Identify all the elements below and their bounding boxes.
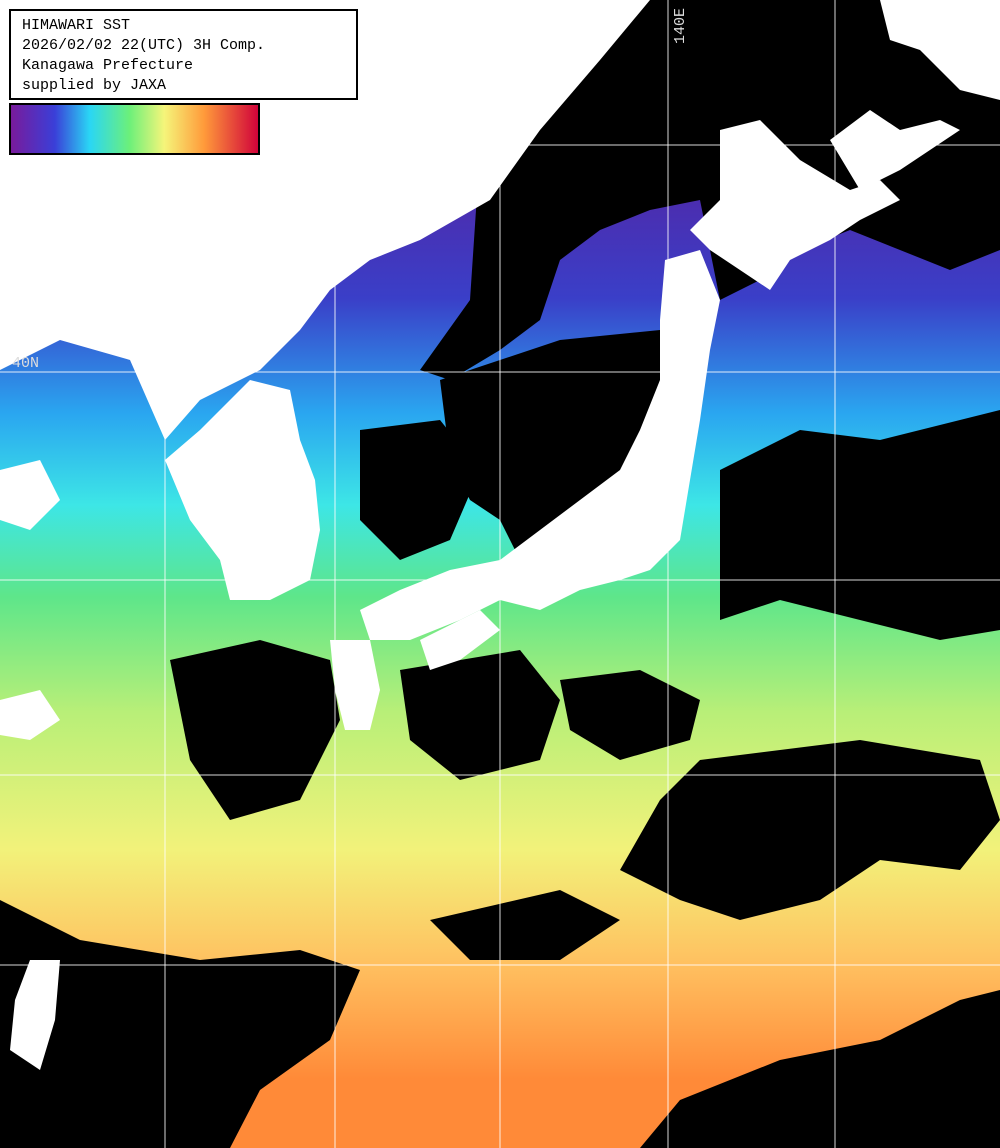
china-coast (0, 690, 60, 740)
kyushu (330, 640, 380, 730)
info-line: Kanagawa Prefecture (22, 57, 193, 74)
shandong (0, 460, 60, 530)
latitude-label: 40N (12, 355, 39, 372)
cloud (0, 900, 360, 1148)
cloud (720, 410, 1000, 640)
sakhalin (880, 0, 1000, 100)
info-line: supplied by JAXA (22, 77, 166, 94)
info-box-frame (9, 9, 358, 100)
info-line: 2026/02/02 22(UTC) 3H Comp. (22, 37, 265, 54)
land (0, 0, 1000, 1070)
korea (165, 380, 320, 600)
colorbar-ramp (9, 103, 260, 155)
cloud (430, 890, 620, 960)
cloud (560, 670, 700, 760)
info-line: HIMAWARI SST (22, 17, 130, 34)
colorbar (9, 103, 260, 155)
kurils (830, 110, 960, 190)
info-box: HIMAWARI SST 2026/02/02 22(UTC) 3H Comp.… (9, 9, 358, 100)
cloud (620, 740, 1000, 920)
cloud (640, 990, 1000, 1148)
honshu (360, 250, 720, 640)
hokkaido (690, 120, 900, 290)
longitude-label: 140E (672, 8, 689, 44)
cloud (360, 420, 480, 560)
shikoku (420, 610, 500, 670)
taiwan (10, 960, 60, 1070)
cloud (400, 650, 560, 780)
